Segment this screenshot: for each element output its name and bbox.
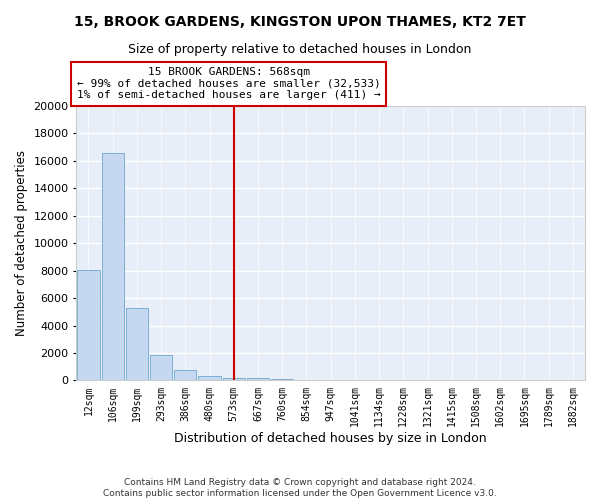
Bar bbox=[199, 376, 221, 380]
Text: 15 BROOK GARDENS: 568sqm
← 99% of detached houses are smaller (32,533)
1% of sem: 15 BROOK GARDENS: 568sqm ← 99% of detach… bbox=[77, 67, 381, 100]
Text: 15, BROOK GARDENS, KINGSTON UPON THAMES, KT2 7ET: 15, BROOK GARDENS, KINGSTON UPON THAMES,… bbox=[74, 15, 526, 29]
X-axis label: Distribution of detached houses by size in London: Distribution of detached houses by size … bbox=[175, 432, 487, 445]
Bar bbox=[126, 308, 148, 380]
Text: Contains HM Land Registry data © Crown copyright and database right 2024.
Contai: Contains HM Land Registry data © Crown c… bbox=[103, 478, 497, 498]
Bar bbox=[271, 379, 293, 380]
Bar bbox=[101, 154, 124, 380]
Bar bbox=[223, 378, 245, 380]
Bar bbox=[247, 378, 269, 380]
Text: Size of property relative to detached houses in London: Size of property relative to detached ho… bbox=[128, 42, 472, 56]
Bar bbox=[174, 370, 196, 380]
Bar bbox=[77, 270, 100, 380]
Bar bbox=[150, 355, 172, 380]
Y-axis label: Number of detached properties: Number of detached properties bbox=[15, 150, 28, 336]
